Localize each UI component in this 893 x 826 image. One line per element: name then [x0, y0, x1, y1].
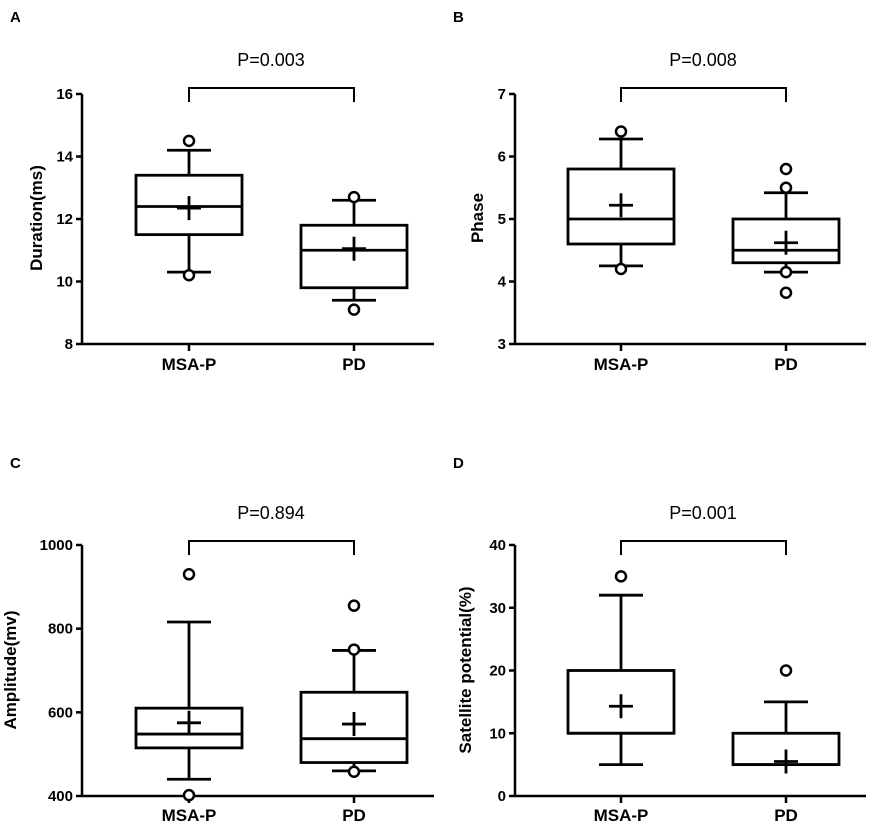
y-tick-label: 5	[498, 211, 506, 228]
significance-bracket	[621, 541, 786, 555]
y-tick-label: 16	[56, 86, 73, 103]
y-tick-label: 10	[489, 725, 506, 742]
y-tick-label: 14	[56, 149, 73, 166]
outlier-point	[349, 192, 359, 202]
outlier-point	[349, 767, 359, 777]
y-tick-label: 1000	[40, 537, 73, 554]
outlier-point	[781, 267, 791, 277]
y-axis-title: Amplitude(mv)	[1, 611, 20, 730]
outlier-point	[616, 264, 626, 274]
outlier-point	[781, 288, 791, 298]
y-axis-title: Duration(ms)	[27, 165, 46, 271]
y-tick-label: 400	[48, 788, 73, 805]
category-label-msa-p: MSA-P	[162, 355, 217, 374]
p-value-label: P=0.001	[669, 503, 737, 523]
outlier-point	[781, 666, 791, 676]
y-tick-label: 10	[56, 274, 73, 291]
category-label-pd: PD	[774, 355, 798, 374]
y-tick-label: 800	[48, 621, 73, 638]
y-tick-label: 0	[498, 788, 506, 805]
p-value-label: P=0.894	[237, 503, 305, 523]
outlier-point	[349, 645, 359, 655]
category-label-pd: PD	[342, 355, 366, 374]
y-tick-label: 30	[489, 600, 506, 617]
category-label-pd: PD	[342, 806, 366, 825]
outlier-point	[616, 127, 626, 137]
y-tick-label: 12	[56, 211, 73, 228]
y-tick-label: 7	[498, 86, 506, 103]
y-tick-label: 4	[498, 274, 507, 291]
y-tick-label: 40	[489, 537, 506, 554]
panel-label-d: D	[453, 455, 464, 472]
outlier-point	[781, 183, 791, 193]
y-axis-title: Satellite potential(%)	[456, 586, 475, 753]
y-tick-label: 600	[48, 704, 73, 721]
outlier-point	[184, 569, 194, 579]
panel-label-c: C	[10, 455, 21, 472]
panel-label-a: A	[10, 9, 21, 26]
category-label-msa-p: MSA-P	[594, 355, 649, 374]
p-value-label: P=0.003	[237, 50, 305, 70]
outlier-point	[184, 790, 194, 800]
y-tick-label: 20	[489, 663, 506, 680]
category-label-msa-p: MSA-P	[162, 806, 217, 825]
category-label-pd: PD	[774, 806, 798, 825]
figure: A Duration(ms) P=0.003 MSA-P PD 8 10 12 14 1…	[0, 0, 893, 826]
panel-label-b: B	[453, 9, 464, 26]
panel-b: B Phase P=0.008 MSA-P PD 3 4 5 6 7	[453, 9, 866, 374]
y-tick-label: 8	[65, 336, 73, 353]
outlier-point	[781, 164, 791, 174]
outlier-point	[184, 136, 194, 146]
outlier-point	[616, 571, 626, 581]
y-tick-label: 6	[498, 149, 506, 166]
outlier-point	[349, 601, 359, 611]
panel-a: A Duration(ms) P=0.003 MSA-P PD 8 10 12 14 1…	[10, 9, 434, 374]
category-label-msa-p: MSA-P	[594, 806, 649, 825]
p-value-label: P=0.008	[669, 50, 737, 70]
panel-d: D Satellite potential(%) P=0.001 MSA-P P…	[453, 455, 866, 825]
significance-bracket	[189, 88, 354, 102]
significance-bracket	[621, 88, 786, 102]
y-tick-label: 3	[498, 336, 506, 353]
significance-bracket	[189, 541, 354, 555]
panel-c: C Amplitude(mv) P=0.894 MSA-P PD 400 600 8…	[1, 455, 434, 825]
y-axis-title: Phase	[468, 193, 487, 243]
outlier-point	[184, 270, 194, 280]
outlier-point	[349, 305, 359, 315]
